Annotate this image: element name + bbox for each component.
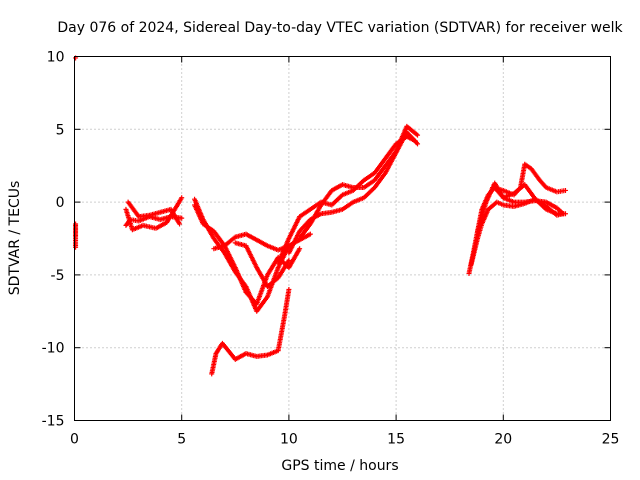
grid	[74, 56, 611, 421]
y-tick-label: 10	[47, 50, 65, 66]
data-point-interp	[381, 171, 387, 177]
x-tick-label: 0	[70, 432, 79, 448]
series-isolated-left	[73, 221, 79, 250]
series-arc-g-dip	[232, 240, 292, 290]
y-tick-label: 5	[56, 122, 65, 138]
chart-title: Day 076 of 2024, Sidereal Day-to-day VTE…	[57, 20, 623, 36]
data-point-interp	[536, 176, 542, 182]
data-point-interp	[232, 263, 238, 269]
series-arc-o-evening	[490, 161, 568, 198]
x-tick-labels: 0 5 10 15 20 25	[70, 432, 619, 448]
data-point-interp	[296, 230, 302, 236]
data-point-interp	[177, 215, 183, 221]
data-point-interp	[483, 201, 489, 207]
plot-frame	[74, 56, 611, 421]
x-tick-label: 10	[280, 432, 298, 448]
x-tick-label: 5	[177, 432, 186, 448]
series-arc-f-hump	[211, 231, 313, 253]
data-point-interp	[349, 200, 355, 206]
y-tick-label: -10	[42, 341, 65, 357]
data-point-interp	[360, 178, 366, 184]
data-point-interp	[156, 210, 162, 216]
data-point-interp	[253, 263, 259, 269]
data-point-interp	[542, 183, 548, 189]
data-point-interp	[327, 210, 333, 215]
data-point-interp	[381, 157, 387, 163]
data-point-interp	[499, 201, 505, 207]
data-point-interp	[509, 198, 515, 204]
series-arc-c-morning	[125, 199, 183, 227]
data-point-interp	[285, 259, 291, 265]
series-arc-j-rise	[286, 129, 421, 256]
data-point-interp	[561, 211, 567, 217]
data-point-interp	[413, 140, 419, 146]
y-tick-labels: 10 5 0 -5 -10 -15	[42, 50, 65, 430]
data-point-interp	[166, 207, 172, 213]
series-arc-e-dip	[192, 202, 303, 307]
data-point-interp	[359, 195, 365, 201]
y-axis-label: SDTVAR / TECUs	[7, 181, 23, 296]
series-arc-h-low	[209, 286, 292, 377]
data-point-interp	[176, 220, 182, 226]
series-layer	[73, 55, 568, 377]
data-point-interp	[252, 236, 258, 242]
data-point-interp	[520, 201, 526, 207]
x-tick-label: 20	[494, 432, 512, 448]
series-arc-b-morning	[123, 195, 185, 233]
data-point-interp	[413, 131, 419, 137]
data-point-interp	[381, 164, 387, 170]
y-tick-label: -15	[42, 414, 65, 430]
data-point-interp	[306, 232, 312, 238]
data-point-interp	[263, 352, 269, 358]
y-tick-label: 0	[56, 195, 65, 211]
data-point-interp	[73, 243, 79, 249]
data-point-interp	[145, 212, 151, 218]
ticks	[74, 56, 611, 421]
data-point-interp	[499, 187, 505, 193]
data-point-interp	[174, 203, 180, 209]
data-point-interp	[338, 207, 344, 213]
data-point-interp	[516, 186, 522, 192]
x-tick-label: 25	[602, 432, 620, 448]
data-point-interp	[553, 204, 559, 210]
data-point-interp	[275, 266, 281, 272]
data-point-interp	[552, 210, 558, 216]
data-point-interp	[231, 235, 237, 241]
data-point-interp	[561, 188, 567, 194]
data-point-interp	[220, 243, 226, 249]
data-point-interp	[286, 288, 292, 294]
x-tick-label: 15	[387, 432, 405, 448]
data-point-interp	[242, 288, 248, 294]
data-point-interp	[474, 237, 480, 243]
data-point-interp	[285, 237, 291, 243]
data-point-interp	[213, 352, 219, 358]
data-point-interp	[327, 202, 333, 208]
x-axis-label: GPS time / hours	[281, 458, 398, 474]
data-point-interp	[264, 273, 270, 279]
data-point-interp	[338, 193, 344, 199]
y-tick-label: -5	[51, 268, 65, 284]
data-point-interp	[542, 205, 548, 211]
data-point-interp	[306, 222, 312, 228]
data-point-interp	[317, 203, 323, 209]
data-point-interp	[135, 212, 141, 218]
data-point-interp	[263, 295, 269, 301]
data-point-interp	[306, 207, 312, 213]
data-point-interp	[392, 149, 398, 155]
data-point-interp	[178, 196, 184, 202]
data-point-interp	[359, 185, 365, 191]
data-point-interp	[296, 247, 302, 253]
series-arc-k-rise	[297, 123, 421, 241]
series-arc-m-evening	[468, 196, 566, 268]
data-point-interp	[263, 242, 269, 248]
data-point-interp	[210, 234, 216, 240]
